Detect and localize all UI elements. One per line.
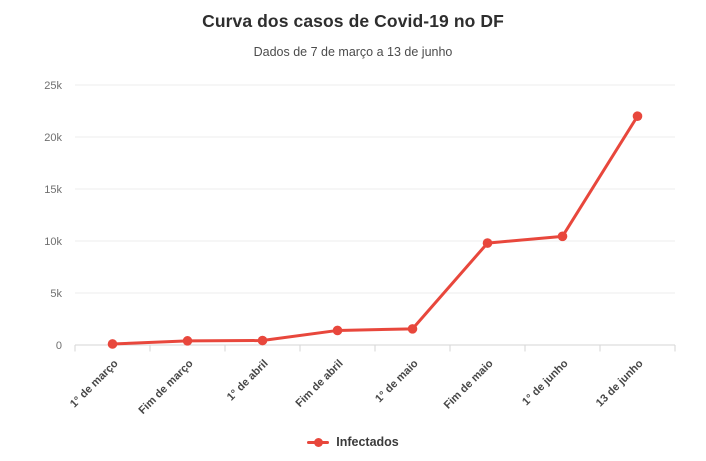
- legend-dot: [313, 437, 323, 447]
- x-axis-label: Fim de maio: [442, 357, 496, 411]
- legend: Infectados: [0, 435, 706, 449]
- y-axis-label: 15k: [44, 184, 62, 196]
- legend-label: Infectados: [336, 435, 399, 449]
- legend-line-dot-icon: [307, 437, 330, 447]
- y-axis-label: 0: [56, 340, 62, 352]
- data-point: [482, 238, 493, 248]
- x-axis-label: Fim de abril: [293, 358, 345, 410]
- data-point: [407, 324, 418, 334]
- chart-subtitle: Dados de 7 de março a 13 de junho: [253, 45, 453, 59]
- y-axis-label: 25k: [44, 80, 62, 92]
- series-line-infectados: [111, 114, 639, 346]
- legend-item-infectados[interactable]: Infectados: [307, 435, 399, 449]
- data-point: [107, 339, 118, 349]
- x-axis-label: 1° de maio: [373, 357, 421, 405]
- data-point: [332, 325, 343, 336]
- x-axis-label: 1° de março: [68, 357, 121, 410]
- x-axis-label: 13 de junho: [594, 357, 646, 409]
- x-axis-label: 1° de abril: [225, 358, 271, 404]
- x-axis-label: 1° de junho: [520, 357, 571, 408]
- y-axis-label: 5k: [50, 288, 62, 300]
- data-point: [182, 336, 193, 346]
- x-axis-label: Fim de março: [137, 357, 196, 416]
- data-point: [557, 231, 568, 242]
- data-point: [632, 111, 643, 121]
- y-axis-label: 10k: [44, 236, 62, 248]
- chart-title: Curva dos casos de Covid-19 no DF: [202, 11, 504, 31]
- data-point: [257, 335, 268, 346]
- y-axis-label: 20k: [44, 132, 62, 144]
